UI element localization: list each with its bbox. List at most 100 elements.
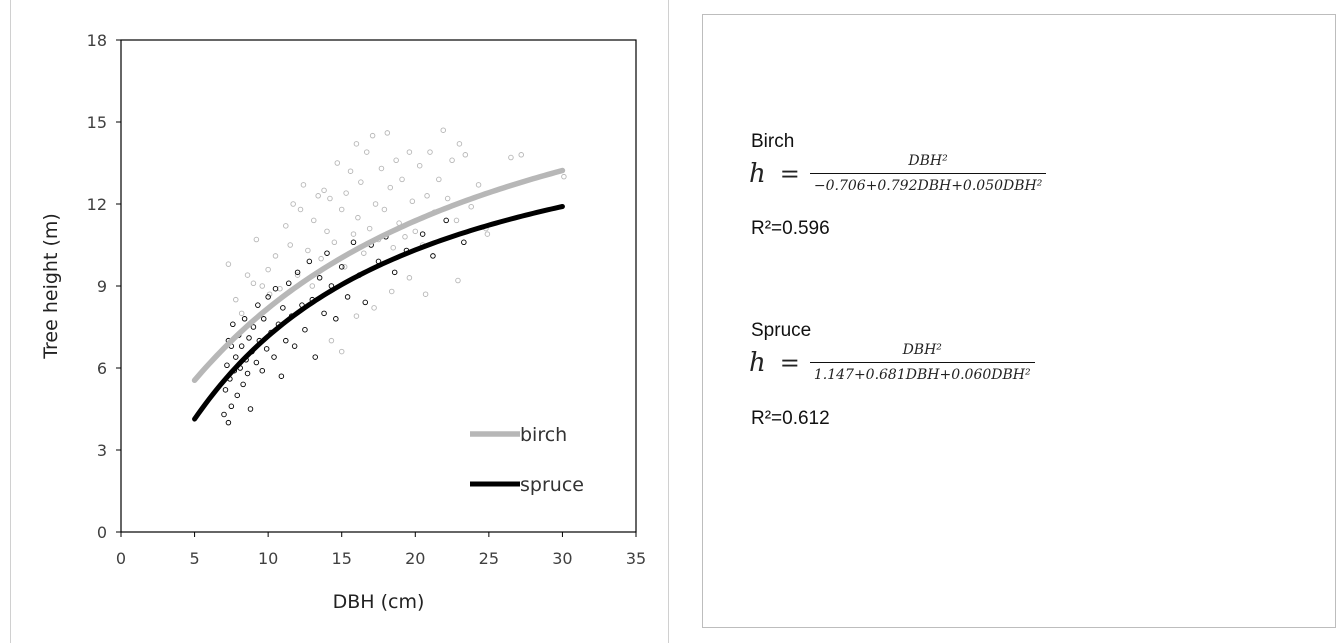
birch-point: [225, 261, 232, 267]
spruce-point: [280, 305, 286, 311]
birch-point: [331, 239, 338, 246]
x-tick-label: 20: [405, 549, 425, 568]
spruce-species-label: Spruce: [751, 320, 812, 341]
birch-point: [455, 277, 461, 284]
birch-point: [283, 223, 289, 229]
birch-point: [468, 203, 474, 210]
spruce-point: [238, 343, 245, 349]
birch-point: [328, 337, 335, 344]
birch-point: [406, 149, 413, 155]
birch-point: [334, 160, 341, 166]
birch-point: [387, 184, 394, 191]
birch-point: [250, 280, 257, 287]
spruce-point: [443, 217, 449, 224]
spruce-point: [312, 354, 318, 360]
spruce-point: [350, 239, 357, 246]
y-tick-label: 9: [97, 277, 107, 296]
spruce-point: [419, 231, 426, 237]
y-tick-label: 3: [97, 441, 107, 460]
panel-divider: [668, 0, 669, 643]
spruce-point: [255, 302, 261, 308]
spruce-fit-line: [192, 204, 565, 422]
birch-point: [341, 264, 348, 270]
birch-point: [424, 193, 430, 199]
x-tick-label: 35: [626, 549, 646, 568]
spruce-equation: h = DBH² 1.147+0.681DBH+0.060DBH²: [749, 342, 1035, 383]
spruce-point: [230, 321, 236, 328]
spruce-point: [253, 359, 260, 366]
x-axis: 0 5 10 15 20 25 30 35: [116, 532, 646, 568]
birch-point: [388, 288, 395, 295]
birch-point: [290, 201, 296, 207]
birch-point: [253, 236, 260, 243]
spruce-point: [260, 316, 267, 322]
spruce-point: [391, 269, 398, 276]
spruce-eq-numerator: DBH²: [902, 342, 942, 358]
y-tick-label: 6: [97, 359, 107, 378]
spruce-point: [362, 299, 369, 306]
birch-point: [378, 165, 385, 172]
birch-point: [338, 206, 345, 213]
birch-point: [444, 195, 451, 202]
birch-points: [225, 127, 567, 355]
spruce-point: [265, 294, 271, 300]
birch-point: [456, 141, 463, 147]
birch-fit-line: [191, 167, 566, 384]
equation-panel: Birch h = DBH² −0.706+0.792DBH+0.050DBH²…: [702, 14, 1336, 628]
birch-point: [266, 291, 273, 297]
plot-area: [120, 39, 637, 533]
spruce-point: [263, 346, 270, 352]
spruce-eq-fraction: DBH² 1.147+0.681DBH+0.060DBH²: [809, 342, 1035, 383]
birch-point: [272, 253, 279, 259]
spruce-point: [283, 337, 289, 344]
birch-point: [311, 217, 317, 224]
legend: birch spruce: [470, 424, 584, 496]
x-axis-title: DBH (cm): [333, 591, 425, 613]
birch-eq-numerator: DBH²: [908, 153, 948, 169]
spruce-point: [344, 294, 351, 300]
spruce-point: [234, 392, 240, 399]
birch-point: [361, 250, 367, 256]
spruce-point: [224, 362, 230, 369]
birch-eq-denominator: −0.706+0.792DBH+0.050DBH²: [809, 173, 1047, 194]
birch-point: [436, 176, 442, 183]
spruce-point: [250, 324, 257, 330]
birch-point: [238, 310, 245, 317]
x-tick-label: 10: [258, 549, 278, 568]
spruce-point: [247, 406, 254, 412]
birch-point: [305, 247, 311, 254]
birch-point: [416, 162, 423, 169]
birch-point: [338, 348, 345, 355]
birch-point: [347, 168, 354, 174]
birch-point: [409, 198, 416, 205]
spruce-point: [222, 387, 229, 393]
birch-eq-fraction: DBH² −0.706+0.792DBH+0.050DBH²: [809, 153, 1047, 194]
y-tick-label: 15: [87, 113, 107, 132]
spruce-point: [244, 370, 251, 377]
spruce-eq-equals: =: [779, 348, 800, 377]
spruce-point: [271, 354, 277, 360]
birch-point: [355, 214, 361, 221]
birch-point: [244, 272, 251, 278]
spruce-point: [272, 285, 279, 292]
birch-point: [371, 305, 377, 311]
birch-point: [393, 157, 399, 164]
spruce-point: [294, 269, 301, 276]
birch-point: [508, 154, 514, 161]
birch-point: [453, 217, 460, 224]
birch-point: [315, 193, 321, 199]
spruce-point: [430, 253, 436, 259]
x-tick-label: 25: [479, 549, 499, 568]
birch-point: [265, 266, 271, 273]
birch-point: [233, 296, 239, 303]
birch-point: [402, 234, 408, 240]
birch-point: [324, 228, 330, 235]
spruce-points: [221, 217, 467, 426]
spruce-point: [461, 239, 467, 246]
x-tick-label: 0: [116, 549, 126, 568]
birch-point: [327, 195, 333, 202]
birch-eq-equals: =: [779, 159, 800, 188]
birch-point: [384, 130, 391, 136]
birch-point: [390, 244, 396, 251]
x-tick-label: 5: [189, 549, 199, 568]
